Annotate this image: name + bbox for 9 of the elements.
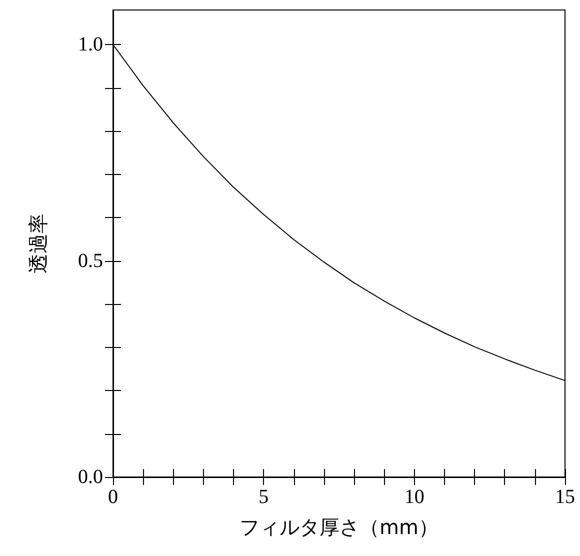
x-tick-label: 0 xyxy=(108,486,118,508)
y-axis-title: 透過率 xyxy=(26,214,50,274)
y-tick-label: 1.0 xyxy=(78,34,103,56)
x-tick-label: 10 xyxy=(404,486,424,508)
x-tick-label: 15 xyxy=(555,486,575,508)
y-tick-label: 0.0 xyxy=(78,466,103,488)
x-axis-title: フィルタ厚さ（mm） xyxy=(240,515,438,539)
x-tick-label: 5 xyxy=(258,486,269,508)
y-tick-label: 0.5 xyxy=(78,250,103,272)
